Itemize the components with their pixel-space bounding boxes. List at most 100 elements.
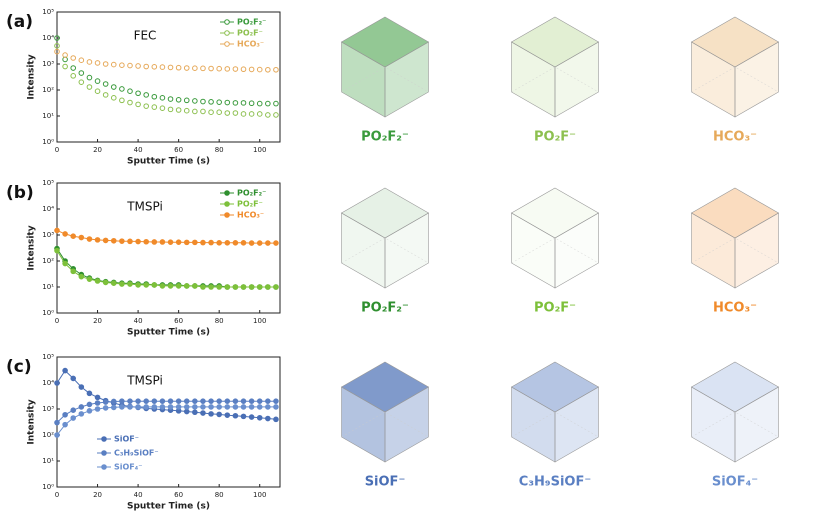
- data-point: [119, 86, 125, 92]
- data-point: [143, 282, 149, 288]
- legend-label: HCO₃⁻: [237, 211, 264, 220]
- data-point: [78, 411, 85, 417]
- data-point: [192, 398, 198, 404]
- y-tick-label: 10¹: [42, 112, 54, 120]
- y-tick-label: 10⁰: [42, 138, 54, 146]
- data-point: [200, 398, 206, 404]
- data-point: [62, 52, 68, 58]
- cube-label: PO₂F⁻: [534, 301, 576, 316]
- data-point: [183, 239, 190, 246]
- data-point: [110, 61, 117, 68]
- data-point: [94, 394, 101, 401]
- data-point: [256, 111, 263, 117]
- data-point: [78, 234, 85, 241]
- legend-label: C₃H₉SiOF⁻: [114, 449, 159, 458]
- data-point: [62, 260, 68, 267]
- cube-label: PO₂F⁻: [534, 130, 576, 145]
- data-point: [175, 283, 182, 289]
- panel-label: (b): [6, 183, 34, 203]
- data-point: [208, 398, 214, 404]
- data-point: [240, 413, 247, 420]
- data-point: [78, 79, 85, 85]
- data-point: [110, 95, 117, 101]
- data-point: [167, 106, 174, 113]
- data-point: [70, 65, 77, 71]
- data-point: [265, 100, 271, 107]
- legend-label: PO₂F₂⁻: [237, 18, 266, 27]
- data-point: [54, 432, 60, 438]
- data-point: [224, 412, 231, 418]
- data-point: [70, 268, 77, 275]
- annotation: TMSPi: [126, 200, 163, 214]
- data-point: [192, 98, 198, 104]
- data-point: [119, 97, 125, 104]
- y-tick-label: 10⁵: [42, 8, 54, 16]
- data-point: [102, 61, 109, 67]
- data-point: [143, 63, 149, 70]
- data-point: [86, 276, 93, 282]
- data-point: [200, 65, 206, 72]
- data-point: [208, 99, 214, 105]
- cube-label: HCO₃⁻: [713, 130, 757, 145]
- cube-hidden-edge: [511, 66, 599, 93]
- data-point: [167, 96, 174, 102]
- x-tick-label: 20: [93, 491, 102, 499]
- data-point: [62, 421, 68, 428]
- cube-hidden-edge: [341, 411, 429, 438]
- legend-label: PO₂F⁻: [237, 29, 263, 38]
- x-tick-label: 80: [215, 317, 224, 325]
- data-point: [183, 97, 190, 104]
- data-point: [248, 284, 255, 290]
- series-line: [56, 229, 276, 244]
- data-point: [224, 99, 231, 106]
- cube-label: SiOF₄⁻: [712, 475, 758, 490]
- data-point: [224, 110, 231, 116]
- cube-hidden-edge: [691, 66, 779, 93]
- legend-label: PO₂F⁻: [237, 200, 263, 209]
- data-point: [273, 100, 279, 107]
- data-point: [70, 415, 77, 421]
- data-point: [159, 239, 166, 245]
- data-point: [232, 240, 239, 246]
- panel-label: (c): [6, 357, 32, 377]
- data-point: [159, 105, 166, 111]
- legend-marker: [224, 190, 230, 196]
- data-point: [78, 404, 85, 410]
- legend-marker: [101, 464, 107, 470]
- data-point: [240, 111, 247, 117]
- data-point: [216, 240, 222, 246]
- data-point: [102, 92, 109, 98]
- data-point: [127, 62, 133, 69]
- cube-label: PO₂F₂⁻: [361, 301, 409, 316]
- series-line: [56, 406, 276, 436]
- data-point: [159, 95, 166, 101]
- data-point: [167, 239, 174, 245]
- cube-label: C₃H₉SiOF⁻: [519, 475, 591, 490]
- legend-marker: [224, 19, 230, 25]
- data-point: [94, 88, 101, 94]
- data-point: [127, 398, 133, 404]
- data-point: [183, 65, 190, 71]
- data-point: [256, 240, 263, 246]
- data-point: [208, 284, 214, 290]
- data-point: [208, 411, 214, 417]
- x-axis-label: Sputter Time (s): [127, 328, 210, 338]
- plot-frame: [56, 11, 281, 143]
- data-point: [159, 404, 166, 410]
- data-point: [208, 404, 214, 410]
- data-point: [232, 100, 239, 106]
- data-point: [273, 284, 279, 290]
- data-point: [143, 398, 149, 404]
- x-tick-label: 100: [253, 146, 266, 154]
- y-tick-label: 10³: [42, 60, 54, 68]
- x-tick-label: 80: [215, 491, 224, 499]
- data-point: [102, 279, 109, 286]
- data-point: [216, 284, 222, 290]
- data-point: [192, 404, 198, 410]
- legend-label: PO₂F₂⁻: [237, 189, 266, 198]
- data-point: [143, 103, 149, 109]
- data-point: [86, 408, 93, 414]
- data-point: [54, 43, 60, 49]
- cube-label: SiOF⁻: [365, 475, 406, 490]
- data-point: [240, 100, 247, 106]
